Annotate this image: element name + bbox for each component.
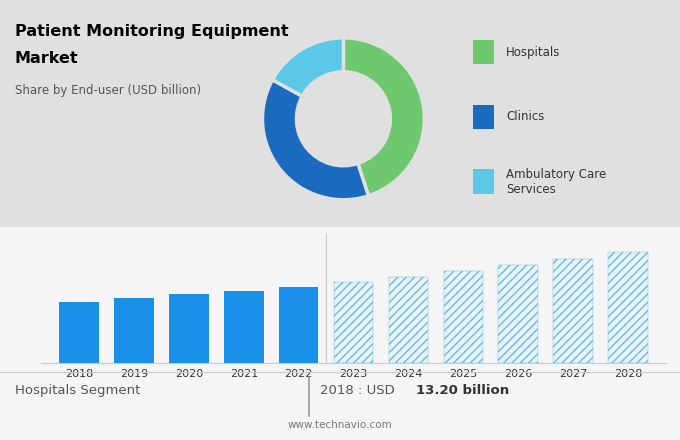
Text: Hospitals: Hospitals xyxy=(506,45,560,59)
Bar xyxy=(443,271,483,363)
Bar xyxy=(608,252,648,363)
Bar xyxy=(59,302,99,363)
Wedge shape xyxy=(343,38,424,196)
Text: Patient Monitoring Equipment: Patient Monitoring Equipment xyxy=(15,24,288,39)
Text: www.technavio.com: www.technavio.com xyxy=(288,420,392,430)
Bar xyxy=(224,291,264,363)
Bar xyxy=(114,297,154,363)
Text: Ambulatory Care
Services: Ambulatory Care Services xyxy=(506,168,606,195)
FancyBboxPatch shape xyxy=(473,105,494,129)
Wedge shape xyxy=(273,38,343,96)
Text: Market: Market xyxy=(15,51,79,66)
Bar xyxy=(498,265,538,363)
FancyBboxPatch shape xyxy=(473,40,494,64)
Text: 13.20 billion: 13.20 billion xyxy=(416,385,509,397)
Bar xyxy=(554,259,593,363)
Bar xyxy=(334,282,373,363)
Text: Share by End-user (USD billion): Share by End-user (USD billion) xyxy=(15,84,201,97)
Bar xyxy=(389,277,428,363)
Text: Clinics: Clinics xyxy=(506,110,544,123)
Text: Hospitals Segment: Hospitals Segment xyxy=(15,385,140,397)
Wedge shape xyxy=(262,80,369,200)
Text: 2018 : USD: 2018 : USD xyxy=(320,385,398,397)
FancyBboxPatch shape xyxy=(473,169,494,194)
Bar xyxy=(169,294,209,363)
Bar xyxy=(279,286,318,363)
